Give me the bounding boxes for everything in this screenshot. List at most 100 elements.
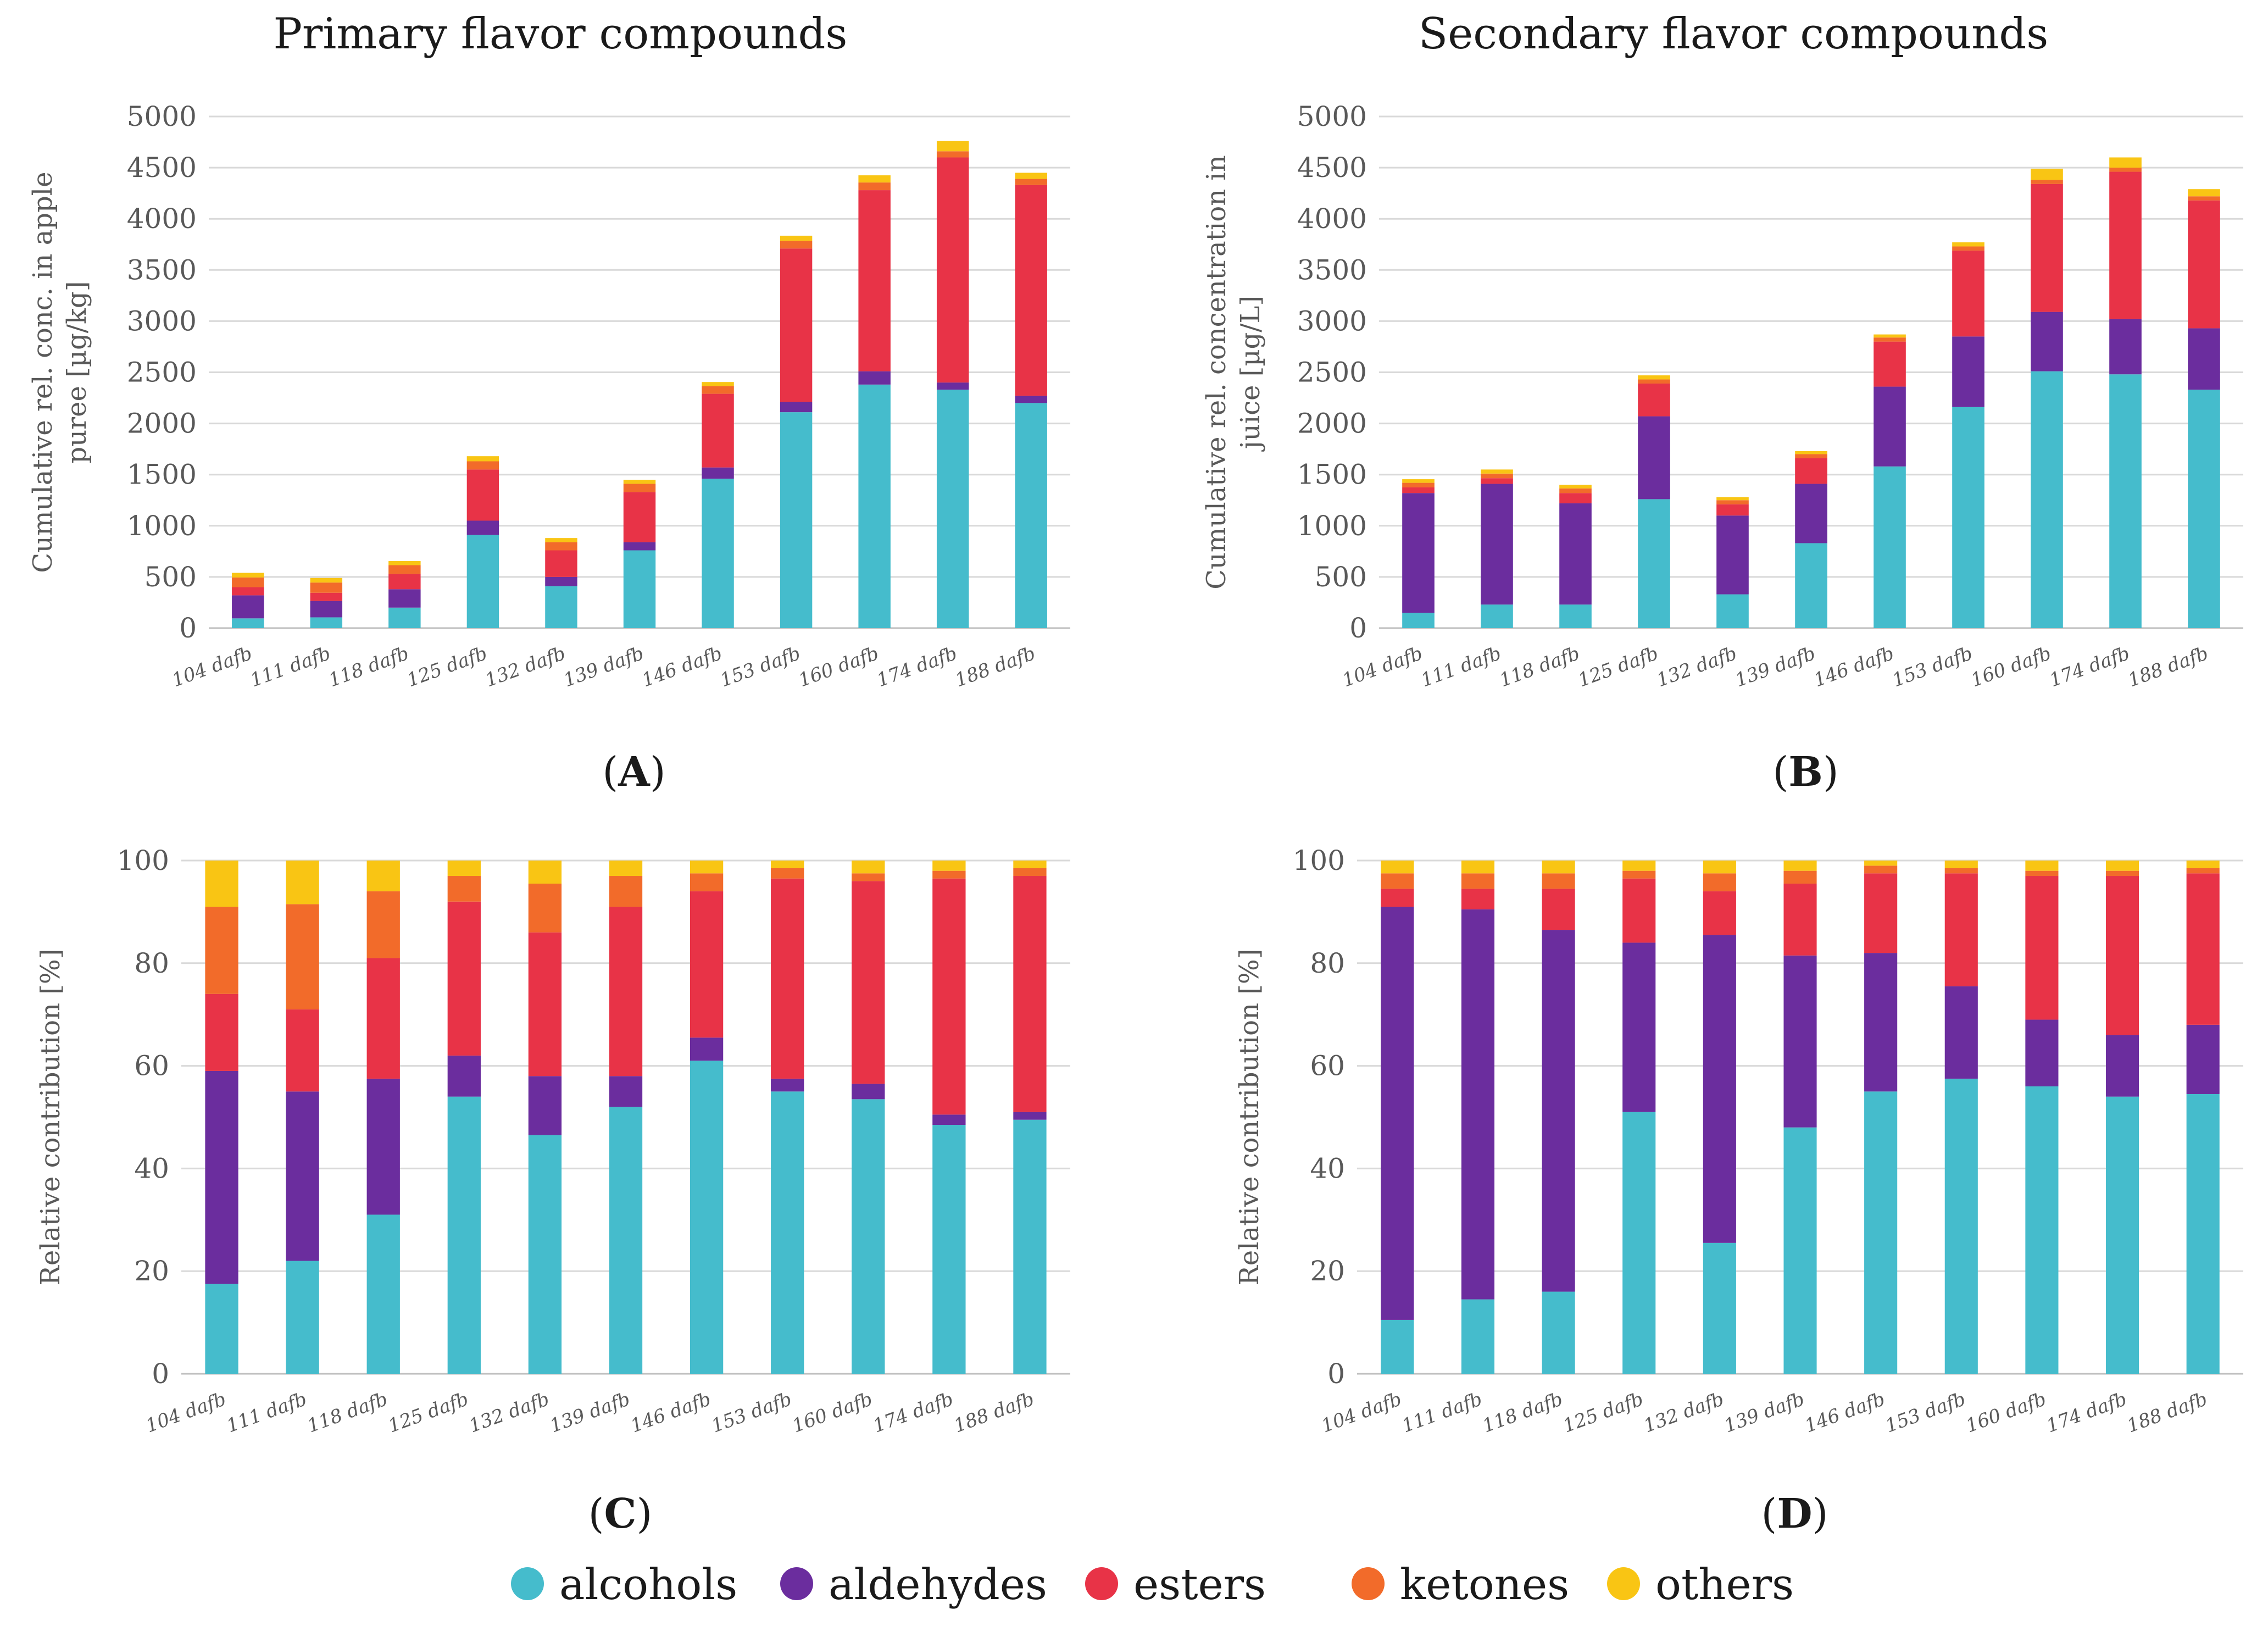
x-tick-label: 174 dafb [870, 1388, 957, 1438]
x-tick-label: 188 dafb [2125, 642, 2211, 692]
bar-segment-aldehydes [1703, 935, 1736, 1243]
x-tick-label: 146 dafb [1811, 642, 1897, 692]
x-tick-label: 188 dafb [952, 642, 1038, 692]
legend-marker-aldehydes [780, 1567, 813, 1600]
bar-segment-ketones [1542, 873, 1575, 889]
bar-segment-esters [388, 574, 421, 590]
bar-segment-aldehydes [936, 382, 969, 390]
bar-segment-esters [1559, 493, 1592, 503]
legend-marker-alcohols [511, 1567, 544, 1600]
bar-segment-ketones [771, 868, 804, 879]
legend-marker-esters [1085, 1567, 1118, 1600]
x-tick-label: 188 dafb [2124, 1388, 2210, 1438]
bar-segment-others [232, 573, 264, 578]
y-axis-label: Cumulative rel. concentration in [1201, 155, 1232, 589]
bar-segment-aldehydes [1874, 386, 1906, 467]
bar-segment-alcohols [1944, 1078, 1978, 1374]
bar-segment-aldehydes [771, 1078, 804, 1092]
bar-segment-esters [1015, 185, 1047, 396]
bar-segment-esters [2188, 200, 2220, 329]
bar-segment-esters [310, 592, 343, 601]
bar-segment-alcohols [1874, 466, 1906, 628]
bar-segment-esters [545, 550, 577, 577]
bar-segment-ketones [623, 484, 656, 492]
bar-segment-esters [780, 248, 813, 402]
bar-segment-others [1874, 334, 1906, 338]
bar-segment-ketones [1795, 454, 1827, 458]
bar-segment-others [609, 861, 643, 876]
bar-segment-ketones [1874, 337, 1906, 342]
x-tick-label: 139 dafb [560, 642, 647, 692]
legend-label-esters: esters [1133, 1560, 1266, 1610]
bar-segment-others [702, 382, 734, 386]
x-tick-label: 104 dafb [143, 1388, 229, 1438]
bar-segment-aldehydes [1783, 955, 1817, 1128]
x-tick-label: 104 dafb [1339, 642, 1426, 692]
bar-segment-alcohols [1638, 499, 1670, 628]
bar-segment-esters [1013, 876, 1047, 1112]
bar-segment-alcohols [1461, 1299, 1495, 1374]
x-tick-label: 146 dafb [628, 1388, 714, 1438]
bar-segment-ketones [1622, 870, 1656, 879]
bar-segment-esters [1622, 878, 1656, 943]
bar-segment-aldehydes [1795, 484, 1827, 543]
bar-segment-others [858, 175, 891, 183]
bar-segment-alcohols [1795, 543, 1827, 628]
bar-segment-alcohols [1481, 604, 1513, 628]
bar-segment-ketones [1783, 870, 1817, 884]
bar-segment-ketones [1461, 873, 1495, 889]
bar-segment-aldehydes [2031, 312, 2063, 371]
bar-segment-ketones [310, 582, 343, 593]
bar-segment-ketones [1402, 482, 1435, 487]
x-tick-label: 111 dafb [224, 1388, 310, 1438]
bar-segment-alcohols [528, 1135, 562, 1374]
bar-segment-esters [1481, 478, 1513, 484]
y-tick-label: 3500 [127, 254, 197, 286]
x-tick-label: 146 dafb [1802, 1388, 1888, 1438]
bar-segment-esters [1402, 487, 1435, 493]
bar-segment-others [205, 861, 238, 907]
y-axis-label: juice [µg/L] [1235, 296, 1266, 452]
bar-segment-alcohols [388, 607, 421, 628]
bar-segment-ketones [2025, 870, 2059, 876]
legend-marker-ketones [1352, 1567, 1385, 1600]
bar-segment-others [2188, 189, 2220, 197]
bar-segment-ketones [1944, 868, 1978, 874]
panel-label: (D) [1761, 1490, 1828, 1538]
bar-segment-ketones [1638, 379, 1670, 384]
bar-segment-aldehydes [1461, 909, 1495, 1300]
bar-segment-others [1703, 861, 1736, 874]
legend-label-others: others [1655, 1560, 1794, 1610]
y-tick-label: 40 [1310, 1152, 1345, 1184]
y-tick-label: 60 [1310, 1050, 1345, 1082]
bar-segment-ketones [2109, 168, 2142, 172]
bar-segment-ketones [1481, 473, 1513, 479]
bar-segment-others [852, 861, 885, 874]
bar-segment-alcohols [366, 1214, 400, 1374]
bar-segment-aldehydes [1402, 493, 1435, 613]
x-tick-label: 174 dafb [874, 642, 960, 692]
bar-segment-ketones [545, 542, 577, 551]
bar-segment-alcohols [1381, 1319, 1414, 1374]
y-tick-label: 5000 [1297, 101, 1367, 132]
bar-segment-others [2105, 861, 2139, 871]
bar-segment-others [466, 456, 499, 462]
bar-segment-alcohols [2186, 1094, 2220, 1374]
bar-segment-aldehydes [2025, 1019, 2059, 1086]
bar-segment-others [310, 578, 343, 583]
bar-segment-esters [2109, 171, 2142, 319]
bar-segment-esters [286, 1009, 319, 1092]
panel-label: (A) [602, 748, 665, 796]
y-axis-label: puree [µg/kg] [62, 281, 92, 463]
bar-segment-others [2031, 168, 2063, 180]
legend: alcohols aldehydes esters ketones others [511, 1560, 1794, 1610]
bar-segment-aldehydes [2188, 328, 2220, 390]
y-tick-label: 80 [1310, 947, 1345, 979]
bar-segment-others [528, 861, 562, 884]
bar-segment-aldehydes [2186, 1024, 2220, 1094]
y-tick-label: 2500 [1297, 357, 1367, 389]
chart-a-title: Primary flavor compounds [274, 9, 848, 59]
y-tick-label: 4500 [127, 152, 197, 184]
